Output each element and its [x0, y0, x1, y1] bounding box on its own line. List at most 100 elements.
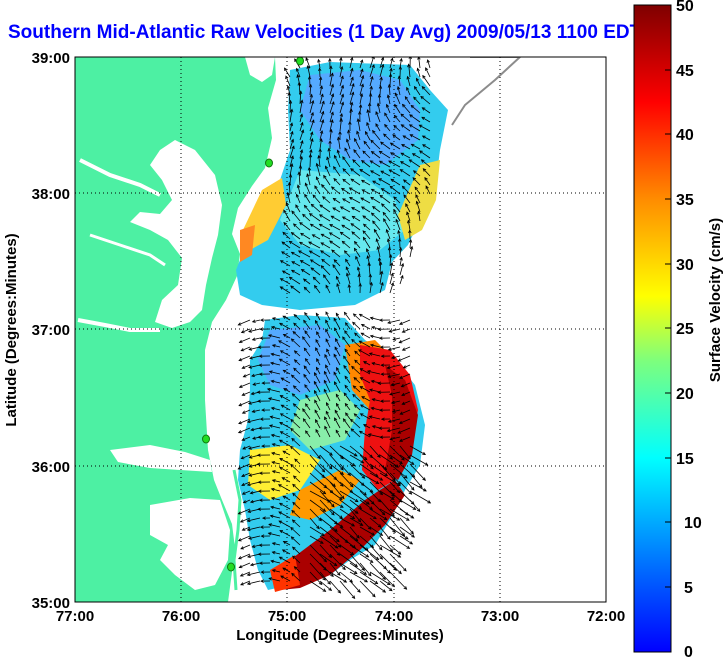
velocity-vector [398, 355, 411, 362]
velocity-vector-head [315, 419, 319, 423]
velocity-vector-head [405, 203, 409, 207]
velocity-vector-head [354, 332, 358, 337]
velocity-vector-head [325, 338, 329, 343]
velocity-vector-head [417, 210, 421, 215]
velocity-vector-head [335, 402, 340, 407]
velocity-vector [329, 535, 341, 548]
velocity-vector-head [409, 245, 414, 250]
velocity-vector [242, 364, 251, 369]
velocity-vector-head [282, 567, 287, 571]
velocity-vector-head [303, 365, 308, 370]
velocity-vector-head [369, 85, 373, 90]
velocity-vector [271, 452, 281, 456]
velocity-vector [310, 267, 321, 276]
velocity-vector-head [354, 510, 359, 514]
velocity-vector [278, 484, 291, 492]
velocity-vector [354, 138, 361, 150]
velocity-vector [250, 499, 261, 503]
velocity-vector-head [378, 85, 383, 89]
velocity-vector-head [334, 417, 338, 422]
velocity-vector [271, 326, 281, 330]
velocity-vector [279, 466, 291, 474]
velocity-vector-head [397, 430, 402, 434]
velocity-vector [299, 241, 311, 249]
velocity-vector-head [353, 240, 358, 245]
velocity-vector-head [241, 410, 246, 414]
velocity-vector-head [325, 284, 329, 289]
velocity-vector-head [318, 223, 323, 227]
velocity-vector-head [389, 456, 393, 460]
velocity-vector [421, 116, 431, 123]
velocity-vector [389, 185, 401, 195]
velocity-vector-head [380, 188, 385, 192]
colorbar-tick-labels: 50 45 40 35 30 25 20 15 10 5 0 [676, 0, 702, 659]
velocity-vector-head [383, 218, 387, 222]
velocity-vector-head [382, 576, 386, 581]
velocity-vector [339, 544, 354, 556]
velocity-vector-head [351, 91, 355, 96]
velocity-vector-head [385, 228, 389, 233]
velocity-vector [304, 384, 311, 393]
velocity-vector-head [388, 329, 393, 333]
velocity-vector [391, 382, 401, 386]
velocity-vector [339, 517, 355, 527]
velocity-vector-head [279, 322, 283, 327]
velocity-vector [311, 204, 321, 213]
velocity-vector-head [278, 556, 283, 560]
velocity-vector-head [282, 540, 287, 545]
velocity-vector-head [390, 400, 395, 405]
velocity-vector [379, 195, 391, 204]
velocity-vector-head [343, 355, 347, 360]
velocity-vector [281, 251, 291, 258]
velocity-vector-head [390, 282, 395, 286]
velocity-vector [359, 69, 363, 78]
velocity-vector [344, 385, 351, 393]
velocity-vector [339, 472, 354, 488]
velocity-vector-head [412, 170, 417, 174]
velocity-vector-head [338, 130, 342, 135]
velocity-vector [359, 93, 363, 105]
velocity-vector-head [299, 260, 304, 264]
velocity-vector-head [387, 83, 392, 88]
velocity-vector-head [393, 114, 398, 119]
velocity-vector-head [320, 242, 325, 246]
velocity-vector-head [404, 95, 409, 100]
velocity-vector-head [284, 67, 288, 72]
velocity-vector [289, 146, 295, 159]
velocity-vector-head [418, 124, 423, 128]
velocity-vector-head [401, 347, 406, 351]
velocity-vector-head [290, 374, 295, 379]
velocity-vector-head [280, 575, 284, 579]
colorbar-tick-label: 30 [676, 257, 694, 274]
velocity-vector [344, 330, 351, 339]
velocity-vector [339, 580, 356, 599]
velocity-vector [325, 320, 331, 330]
velocity-vector-head [366, 370, 371, 374]
velocity-vector-head [405, 512, 409, 516]
velocity-vector-head [322, 490, 327, 495]
velocity-vector-head [387, 419, 392, 423]
velocity-vector [272, 317, 281, 321]
velocity-vector [310, 223, 321, 231]
velocity-vector-head [237, 511, 242, 515]
velocity-vector-head [353, 377, 358, 381]
velocity-vector-head [279, 466, 283, 471]
velocity-vector [378, 178, 391, 186]
field-south-red-band [270, 555, 300, 592]
velocity-vector [389, 553, 407, 572]
velocity-vector-head [300, 269, 305, 273]
velocity-vector [399, 535, 413, 545]
velocity-vector-head [342, 156, 346, 160]
velocity-vector-head [394, 92, 398, 97]
velocity-vector [349, 454, 364, 464]
velocity-vector-head [323, 379, 327, 384]
velocity-vector [379, 85, 381, 96]
velocity-vector [336, 276, 341, 285]
velocity-vector-head [389, 142, 394, 146]
velocity-vector [362, 230, 371, 240]
velocity-vector-head [377, 93, 382, 98]
velocity-vector [399, 247, 402, 258]
velocity-vector-head [398, 321, 403, 325]
velocity-vector [247, 517, 261, 522]
velocity-vector-head [351, 515, 356, 520]
